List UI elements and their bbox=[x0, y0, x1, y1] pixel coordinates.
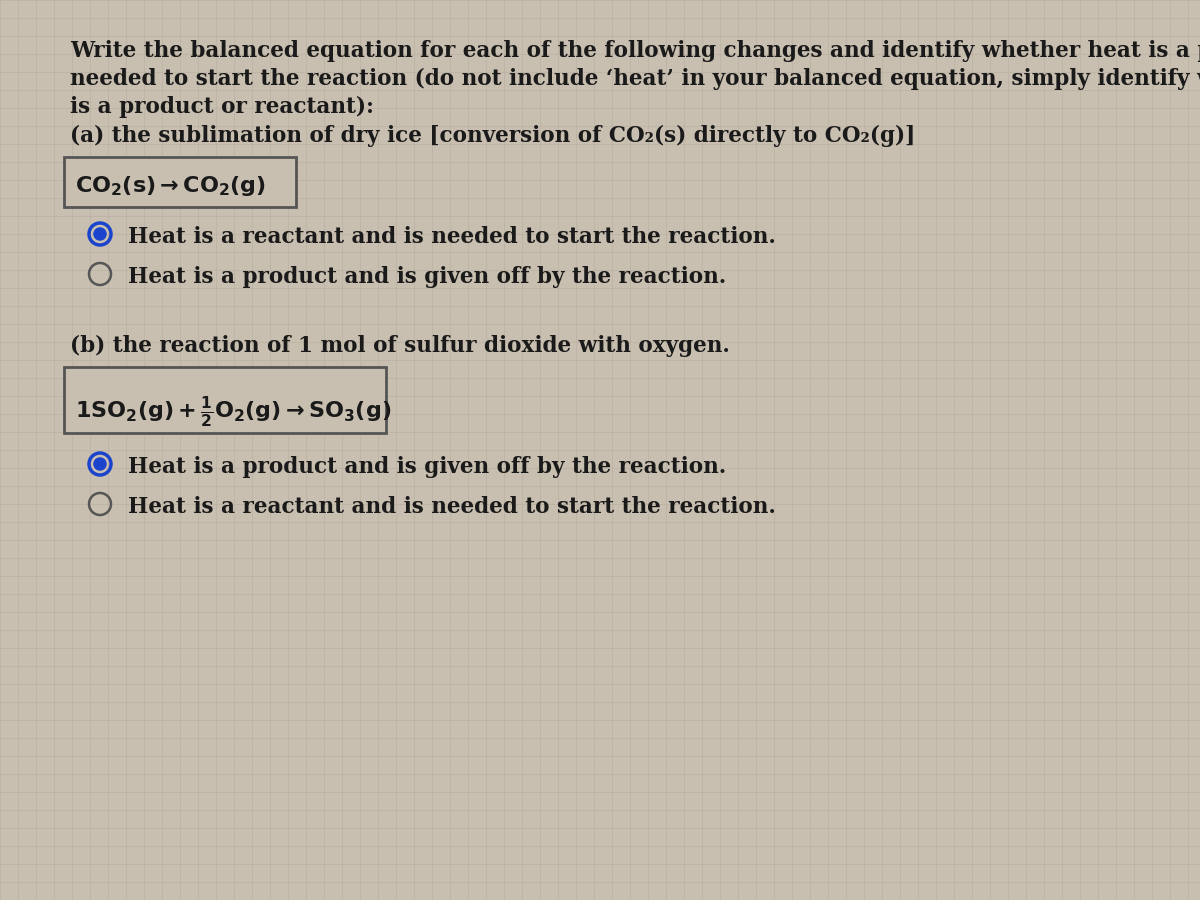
Text: Heat is a product and is given off by the reaction.: Heat is a product and is given off by th… bbox=[128, 266, 726, 288]
Text: needed to start the reaction (do not include ‘heat’ in your balanced equation, s: needed to start the reaction (do not inc… bbox=[70, 68, 1200, 90]
Text: $\mathbf{1SO_2(g) + \frac{1}{2}O_2(g) \rightarrow SO_3(g)}$: $\mathbf{1SO_2(g) + \frac{1}{2}O_2(g) \r… bbox=[74, 394, 391, 429]
Text: (a) the sublimation of dry ice [conversion of CO₂(s) directly to CO₂(g)]: (a) the sublimation of dry ice [conversi… bbox=[70, 125, 916, 147]
Circle shape bbox=[94, 228, 106, 240]
FancyBboxPatch shape bbox=[64, 157, 296, 207]
Text: (b) the reaction of 1 mol of sulfur dioxide with oxygen.: (b) the reaction of 1 mol of sulfur diox… bbox=[70, 335, 730, 357]
Text: Heat is a reactant and is needed to start the reaction.: Heat is a reactant and is needed to star… bbox=[128, 226, 776, 248]
Text: $\mathbf{CO_2(s) \rightarrow CO_2(g)}$: $\mathbf{CO_2(s) \rightarrow CO_2(g)}$ bbox=[74, 174, 266, 198]
FancyBboxPatch shape bbox=[64, 367, 386, 433]
Text: Write the balanced equation for each of the following changes and identify wheth: Write the balanced equation for each of … bbox=[70, 40, 1200, 62]
Text: is a product or reactant):: is a product or reactant): bbox=[70, 96, 374, 118]
Text: Heat is a reactant and is needed to start the reaction.: Heat is a reactant and is needed to star… bbox=[128, 496, 776, 518]
Text: Heat is a product and is given off by the reaction.: Heat is a product and is given off by th… bbox=[128, 456, 726, 478]
Circle shape bbox=[94, 458, 106, 470]
